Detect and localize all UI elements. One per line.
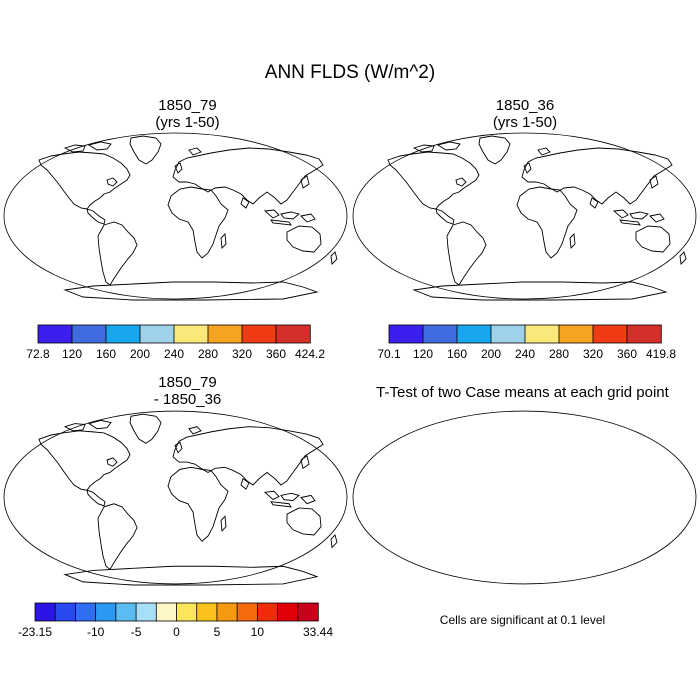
panel-3-title: 1850_79 - 1850_36 <box>25 374 350 408</box>
colorbar-swatch <box>456 324 492 344</box>
colorbar-swatch <box>241 324 277 344</box>
colorbar-tick-label: 240 <box>514 347 536 361</box>
colorbar-swatch <box>196 602 218 622</box>
field-map-layer <box>4 133 347 302</box>
colorbar-tick-label: 240 <box>163 347 185 361</box>
colorbar-swatch <box>256 602 279 622</box>
colorbar-tick-label: 320 <box>231 347 253 361</box>
colorbar-panel-2: 70.1 120 160 200 240 280 320 360 419.8 <box>377 324 676 365</box>
colorbar-tick-label: 200 <box>480 347 502 361</box>
map-outline <box>352 132 697 300</box>
panel-3-title-line1: 1850_79 <box>158 374 217 391</box>
colorbar-swatch <box>139 324 175 344</box>
map-panel-2 <box>352 132 697 300</box>
significance-note: Cells are significant at 0.1 level <box>439 613 606 627</box>
colorbar-swatch <box>75 602 97 622</box>
field-map-layer <box>353 133 696 302</box>
panel-4-title-line1: T-Test of two Case means at each grid po… <box>376 384 669 401</box>
colorbar-swatch <box>176 602 198 622</box>
colorbar-swatch <box>388 324 424 344</box>
colorbar-tick-label: -5 <box>130 625 142 639</box>
colorbar-swatch <box>54 602 77 622</box>
colorbar-tick-label: 360 <box>265 347 287 361</box>
colorbar-swatch <box>173 324 209 344</box>
panel-4-title: T-Test of two Case means at each grid po… <box>350 384 695 401</box>
colorbar-tick-label: 120 <box>412 347 434 361</box>
panel-1-title-line1: 1850_79 <box>158 97 217 114</box>
colorbar-swatches <box>388 324 662 344</box>
colorbar-tick-label: 160 <box>95 347 117 361</box>
difference-map-layer <box>4 411 347 587</box>
colorbar-swatch <box>626 324 662 344</box>
map-outline <box>3 410 348 585</box>
colorbar-swatches <box>34 602 319 622</box>
colorbar-tick-label: 419.8 <box>645 347 677 361</box>
map-outline <box>352 410 697 585</box>
colorbar-swatch <box>592 324 628 344</box>
colorbar-tick-label: 360 <box>616 347 638 361</box>
colorbar-swatch <box>115 602 137 622</box>
colorbar-tick-label: 70.1 <box>377 347 401 361</box>
panel-2-title-line2: (yrs 1-50) <box>492 114 558 131</box>
colorbar-swatch <box>275 324 311 344</box>
panel-2-title: 1850_36 (yrs 1-50) <box>350 97 700 131</box>
panel-3-title-line2: - 1850_36 <box>153 391 222 408</box>
colorbar-tick-label: 120 <box>61 347 83 361</box>
colorbar-tick-label: 5 <box>213 625 221 639</box>
colorbar-swatch <box>71 324 107 344</box>
map-panel-1 <box>3 132 348 300</box>
colorbar-swatch <box>95 602 117 622</box>
colorbar-swatch <box>422 324 458 344</box>
colorbar-tick-label: -10 <box>86 625 105 639</box>
panel-1-title: 1850_79 (yrs 1-50) <box>25 97 350 131</box>
colorbar-swatch <box>558 324 594 344</box>
colorbar-swatch <box>37 324 73 344</box>
map-outline <box>3 132 348 300</box>
map-panel-4 <box>352 410 697 585</box>
colorbar-swatch <box>216 602 238 622</box>
colorbar-swatch <box>236 602 259 622</box>
colorbar-tick-label: 10 <box>250 625 265 639</box>
panel-2-title-line1: 1850_36 <box>495 97 555 114</box>
colorbar-swatch <box>277 602 299 622</box>
colorbar-tick-label: -23.15 <box>17 625 53 639</box>
colorbar-swatch <box>490 324 526 344</box>
colorbar-tick-label: 320 <box>582 347 604 361</box>
colorbar-tick-label: 200 <box>129 347 151 361</box>
colorbar-swatch <box>524 324 560 344</box>
colorbar-panel-1: 72.8 120 160 200 240 280 320 360 424.2 <box>26 324 325 365</box>
map-panel-3 <box>3 410 348 585</box>
figure-title: ANN FLDS (W/m^2) <box>264 62 436 83</box>
colorbar-swatch <box>297 602 319 622</box>
colorbar-tick-label: 280 <box>197 347 219 361</box>
colorbar-swatch <box>34 602 56 622</box>
colorbar-tick-label: 424.2 <box>294 347 326 361</box>
colorbar-tick-label: 0 <box>173 625 180 639</box>
colorbar-swatch <box>207 324 243 344</box>
colorbar-panel-3: -23.15 -10 -5 0 5 10 33.44 <box>18 602 333 643</box>
panel-1-title-line2: (yrs 1-50) <box>155 114 220 131</box>
colorbar-tick-label: 33.44 <box>302 625 334 639</box>
colorbar-tick-label: 280 <box>548 347 570 361</box>
colorbar-swatches <box>37 324 311 344</box>
colorbar-swatch <box>105 324 141 344</box>
ttest-map-layer <box>353 411 696 585</box>
colorbar-tick-label: 72.8 <box>26 347 50 361</box>
colorbar-swatch <box>155 602 178 622</box>
colorbar-tick-label: 160 <box>446 347 468 361</box>
colorbar-swatch <box>135 602 157 622</box>
